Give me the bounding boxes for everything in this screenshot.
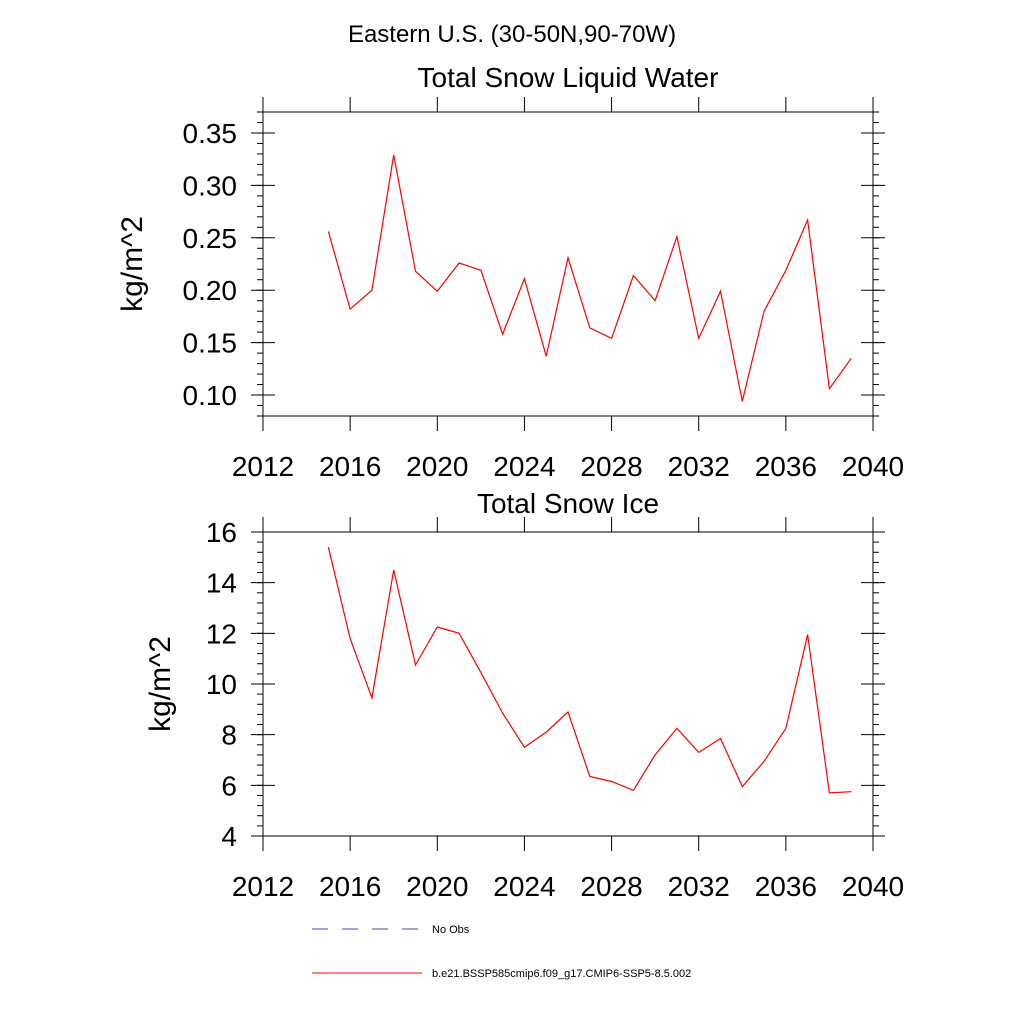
series-line	[327, 154, 852, 402]
y-tick-label: 0.30	[183, 170, 238, 201]
x-tick-label: 2040	[842, 451, 904, 482]
x-tick-label: 2016	[319, 451, 381, 482]
chart-title: Total Snow Ice	[477, 488, 659, 519]
y-tick-label: 14	[206, 568, 237, 599]
y-tick-label: 8	[221, 720, 237, 751]
x-tick-label: 2012	[232, 871, 294, 902]
y-tick-label: 4	[221, 821, 237, 852]
y-tick-label: 12	[206, 618, 237, 649]
x-tick-label: 2020	[406, 451, 468, 482]
chart-total-snow-ice: Total Snow Ice 2012 2016 2020 2024 2028 2032 20…	[144, 488, 904, 902]
x-tick-label: 2036	[755, 871, 817, 902]
x-tick-label: 2032	[668, 451, 730, 482]
x-tick-label: 2028	[580, 451, 642, 482]
chart-total-snow-liquid-water: Total Snow Liquid Water 2012 2016 2020 2024 2…	[116, 62, 904, 482]
y-axis-label: kg/m^2	[116, 216, 149, 312]
x-tick-label: 2040	[842, 871, 904, 902]
y-tick-label: 0.15	[183, 328, 238, 359]
x-tick-label: 2024	[493, 871, 555, 902]
y-tick-label: 0.25	[183, 223, 238, 254]
y-tick-label: 0.10	[183, 380, 238, 411]
plot-frame	[262, 531, 874, 837]
plot-frame	[262, 111, 874, 417]
y-tick-label: 0.35	[183, 118, 238, 149]
x-tick-label: 2036	[755, 451, 817, 482]
legend-label-model-run: b.e21.BSSP585cmip6.f09_g17.CMIP6-SSP5-8.…	[432, 968, 691, 980]
y-axis-label: kg/m^2	[144, 636, 177, 732]
legend: No Obs b.e21.BSSP585cmip6.f09_g17.CMIP6-…	[312, 924, 691, 980]
x-tick-label: 2028	[580, 871, 642, 902]
y-tick-label: 0.20	[183, 275, 238, 306]
y-tick-label: 6	[221, 770, 237, 801]
x-tick-label: 2024	[493, 451, 555, 482]
x-tick-label: 2020	[406, 871, 468, 902]
chart-title: Total Snow Liquid Water	[418, 62, 719, 93]
x-tick-label: 2032	[668, 871, 730, 902]
y-tick-label: 10	[206, 669, 237, 700]
series-line	[327, 547, 852, 794]
y-tick-label: 16	[206, 517, 237, 548]
legend-label-no-obs: No Obs	[432, 924, 470, 936]
figure-title: Eastern U.S. (30-50N,90-70W)	[348, 21, 676, 48]
x-tick-label: 2012	[232, 451, 294, 482]
x-tick-label: 2016	[319, 871, 381, 902]
